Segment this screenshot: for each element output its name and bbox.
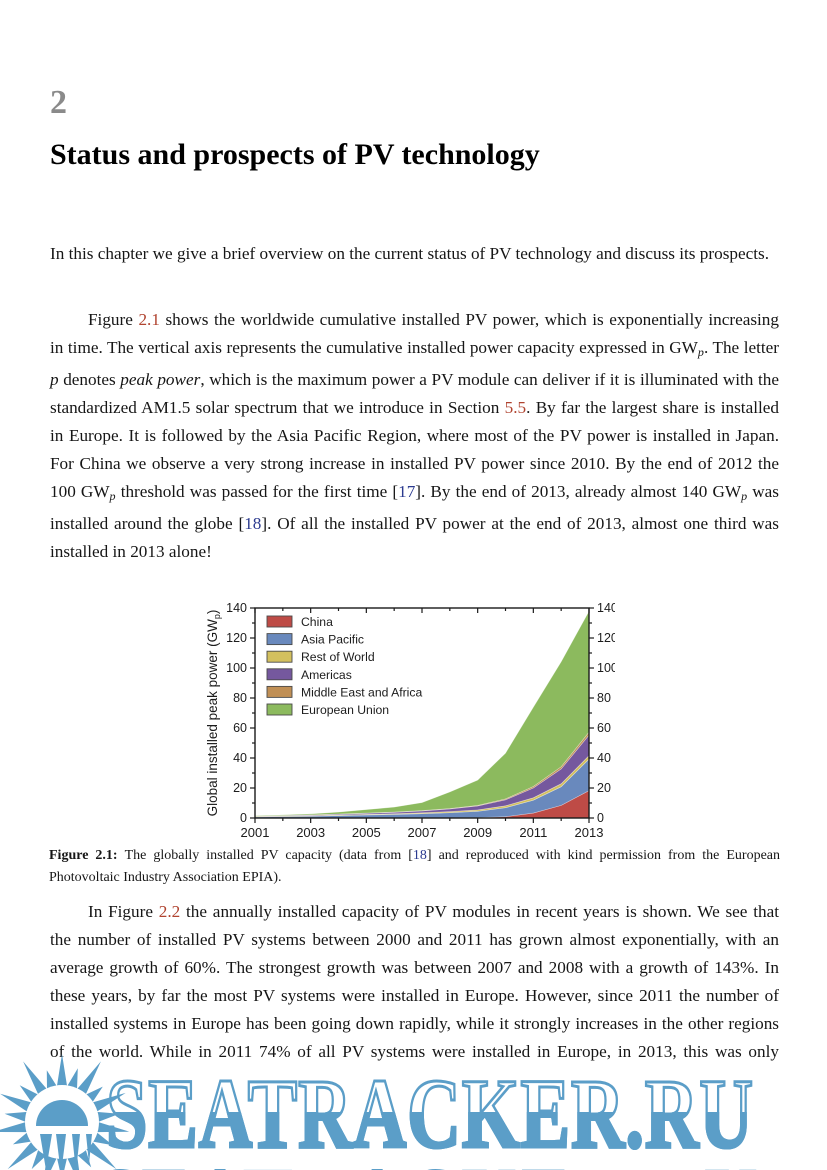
cross-reference-link[interactable]: 5.5: [504, 398, 527, 417]
text-run: ]. By the end of 2013, already almost 14…: [415, 482, 742, 501]
figure-2-1: 0 0 20 20 40 40 60 60 80 80 100 100 120 120 140 140 2001…: [203, 596, 615, 842]
citation-link[interactable]: 17: [398, 482, 416, 501]
text-run: the annually installed capacity of PV mo…: [50, 902, 779, 1061]
sun-starburst-icon: [0, 1054, 130, 1170]
text-run: Figure 2.1:: [49, 848, 125, 863]
citation-link[interactable]: 18: [244, 514, 262, 533]
legend-label-european-union: European Union: [301, 703, 389, 717]
paragraph-annual-capacity: In Figure 2.2 the annually installed cap…: [50, 898, 779, 1066]
sun-lower-ray: [56, 1134, 66, 1170]
chapter-title: Status and prospects of PV technology: [50, 138, 540, 171]
svg-text:0: 0: [597, 811, 604, 825]
text-run: . By far the largest share is installed …: [50, 398, 779, 501]
svg-text:20: 20: [233, 781, 247, 795]
cross-reference-link[interactable]: 2.2: [158, 902, 181, 921]
svg-text:80: 80: [233, 691, 247, 705]
watermark-bottom-row: SEATRACKER.RU: [98, 1152, 759, 1170]
legend-label-china: China: [301, 615, 333, 629]
chapter-number: 2: [50, 84, 67, 121]
text-run: p: [50, 370, 59, 389]
paragraph-intro: In this chapter we give a brief overview…: [50, 240, 779, 268]
legend-label-rest-of-world: Rest of World: [301, 650, 375, 664]
svg-text:120: 120: [597, 631, 615, 645]
svg-text:0: 0: [240, 811, 247, 825]
text-run: p: [697, 345, 704, 359]
text-run: , which is the maximum power a PV module…: [50, 370, 779, 417]
text-run: shows the worldwide cumulative installed…: [50, 310, 779, 357]
svg-text:2011: 2011: [519, 825, 547, 840]
text-run: denotes: [58, 370, 121, 389]
text-run: p: [741, 489, 748, 503]
svg-text:60: 60: [597, 721, 611, 735]
text-run: p: [109, 489, 116, 503]
text-run: In this chapter we give a brief overview…: [50, 244, 769, 263]
svg-text:20: 20: [597, 781, 611, 795]
svg-text:100: 100: [597, 661, 615, 675]
text-run: . The letter: [703, 338, 780, 357]
figure-2-1-caption: Figure 2.1: The globally installed PV ca…: [49, 845, 780, 888]
sun-lower-ray: [40, 1134, 52, 1170]
text-run: ]. Of all the installed PV power at the …: [50, 514, 779, 561]
legend-swatch-rest-of-world: [266, 650, 293, 663]
text-run: was installed around the globe [: [50, 482, 779, 533]
svg-text:120: 120: [226, 631, 247, 645]
legend-swatch-european-union: [266, 703, 293, 716]
text-run: The globally installed PV capacity (data…: [124, 848, 413, 863]
text-run: ] and reproduced with kind permission fr…: [49, 848, 780, 885]
x-axis: 2001 2003 2005 2007 2009 2011 2013: [241, 608, 604, 840]
y-axis: 0 0 20 20 40 40 60 60 80 80 100 100 120 120 140 140: [226, 601, 615, 825]
text-run: In Figure: [88, 902, 159, 921]
svg-text:140: 140: [226, 601, 247, 615]
svg-text:2003: 2003: [296, 825, 325, 840]
svg-text:80: 80: [597, 691, 611, 705]
text-run: threshold was passed for the first time …: [115, 482, 399, 501]
svg-text:40: 40: [597, 751, 611, 765]
svg-text:2007: 2007: [408, 825, 437, 840]
sun-dome: [36, 1100, 88, 1126]
legend-label-middle-east-and-africa: Middle East and Africa: [301, 685, 422, 699]
pv-capacity-chart-container: 0 0 20 20 40 40 60 60 80 80 100 100 120 120 140 140 2001…: [203, 596, 615, 842]
svg-text:140: 140: [597, 601, 615, 615]
legend-swatch-china: [266, 615, 293, 628]
cross-reference-link[interactable]: 2.1: [138, 310, 160, 329]
legend-swatch-middle-east-and-africa: [266, 685, 293, 698]
text-run: Figure: [88, 310, 139, 329]
svg-text:2001: 2001: [241, 825, 270, 840]
text-run: peak power: [120, 370, 201, 389]
legend: China Asia Pacific Rest of World Americas Mi…: [266, 615, 422, 717]
svg-text:100: 100: [226, 661, 247, 675]
plot-border: [254, 607, 590, 819]
legend-swatch-asia-pacific: [266, 633, 293, 646]
y-axis-title: Global installed peak power (GWp): [205, 610, 222, 817]
legend-label-americas: Americas: [301, 668, 352, 682]
sun-lower-ray: [86, 1134, 92, 1164]
svg-text:40: 40: [233, 751, 247, 765]
paragraph-cumulative-pv: Figure 2.1 shows the worldwide cumulativ…: [50, 306, 779, 566]
citation-link[interactable]: 18: [412, 848, 427, 863]
svg-text:60: 60: [233, 721, 247, 735]
sun-lower-ray: [72, 1134, 80, 1170]
svg-text:2009: 2009: [463, 825, 492, 840]
legend-label-asia-pacific: Asia Pacific: [301, 633, 364, 647]
svg-text:2013: 2013: [575, 825, 604, 840]
svg-text:2005: 2005: [352, 825, 381, 840]
legend-swatch-americas: [266, 668, 293, 681]
